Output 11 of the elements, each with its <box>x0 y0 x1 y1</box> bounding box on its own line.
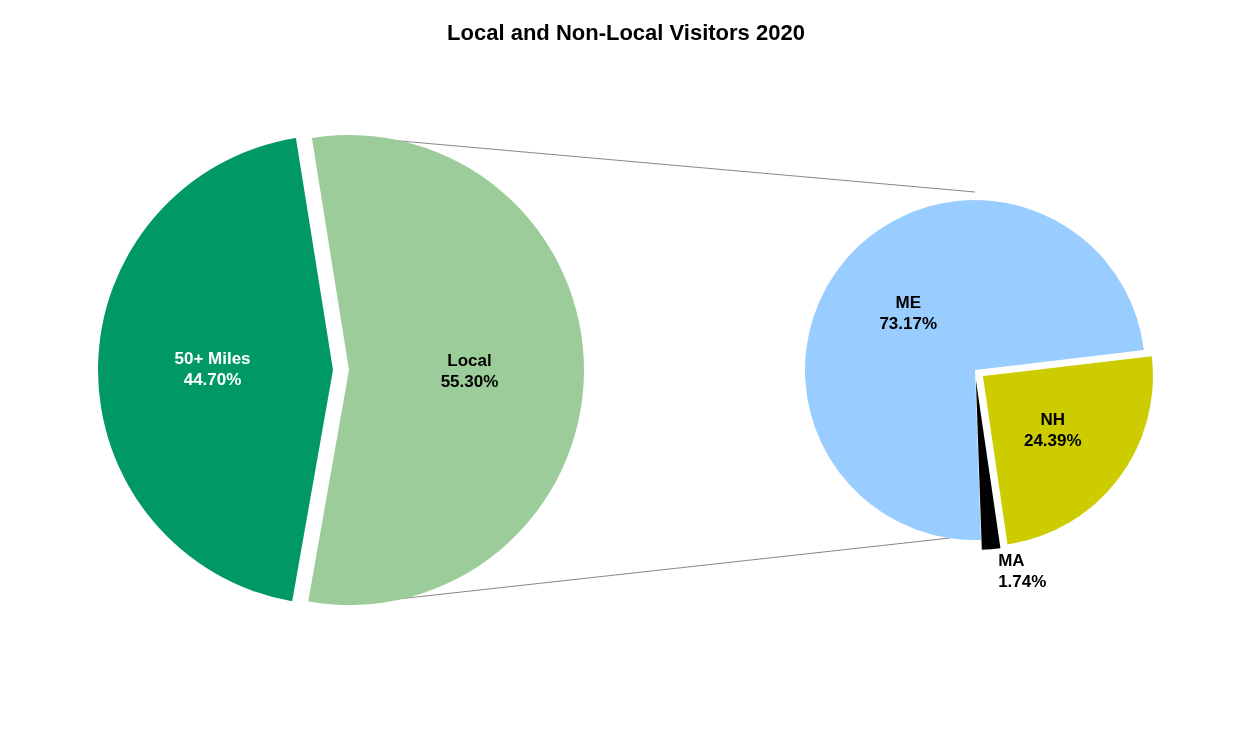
slice-label: NH <box>1040 409 1066 429</box>
slice-label: ME <box>895 292 921 312</box>
data-label: 73.17% <box>879 313 938 333</box>
data-label: 55.30% <box>440 372 499 392</box>
data-label: 24.39% <box>1023 430 1082 450</box>
data-label: 44.70% <box>183 369 242 389</box>
data-label: 1.74% <box>998 572 1047 592</box>
slice-label: 50+ Miles <box>174 348 251 368</box>
slice-label: MA <box>998 551 1025 571</box>
slice-label: Local <box>447 351 492 371</box>
chart-title: Local and Non-Local Visitors 2020 <box>446 20 806 46</box>
